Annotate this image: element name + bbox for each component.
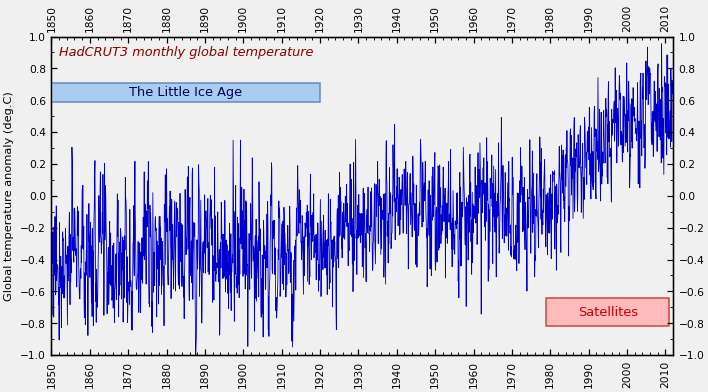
Text: Satellites: Satellites [578, 306, 637, 319]
Y-axis label: Global temperature anomaly (deg.C): Global temperature anomaly (deg.C) [4, 91, 14, 301]
Text: HadCRUT3 monthly global temperature: HadCRUT3 monthly global temperature [59, 46, 314, 60]
Bar [52, 83, 320, 102]
Bar [546, 298, 669, 327]
Text: The Little Ice Age: The Little Ice Age [129, 86, 242, 99]
